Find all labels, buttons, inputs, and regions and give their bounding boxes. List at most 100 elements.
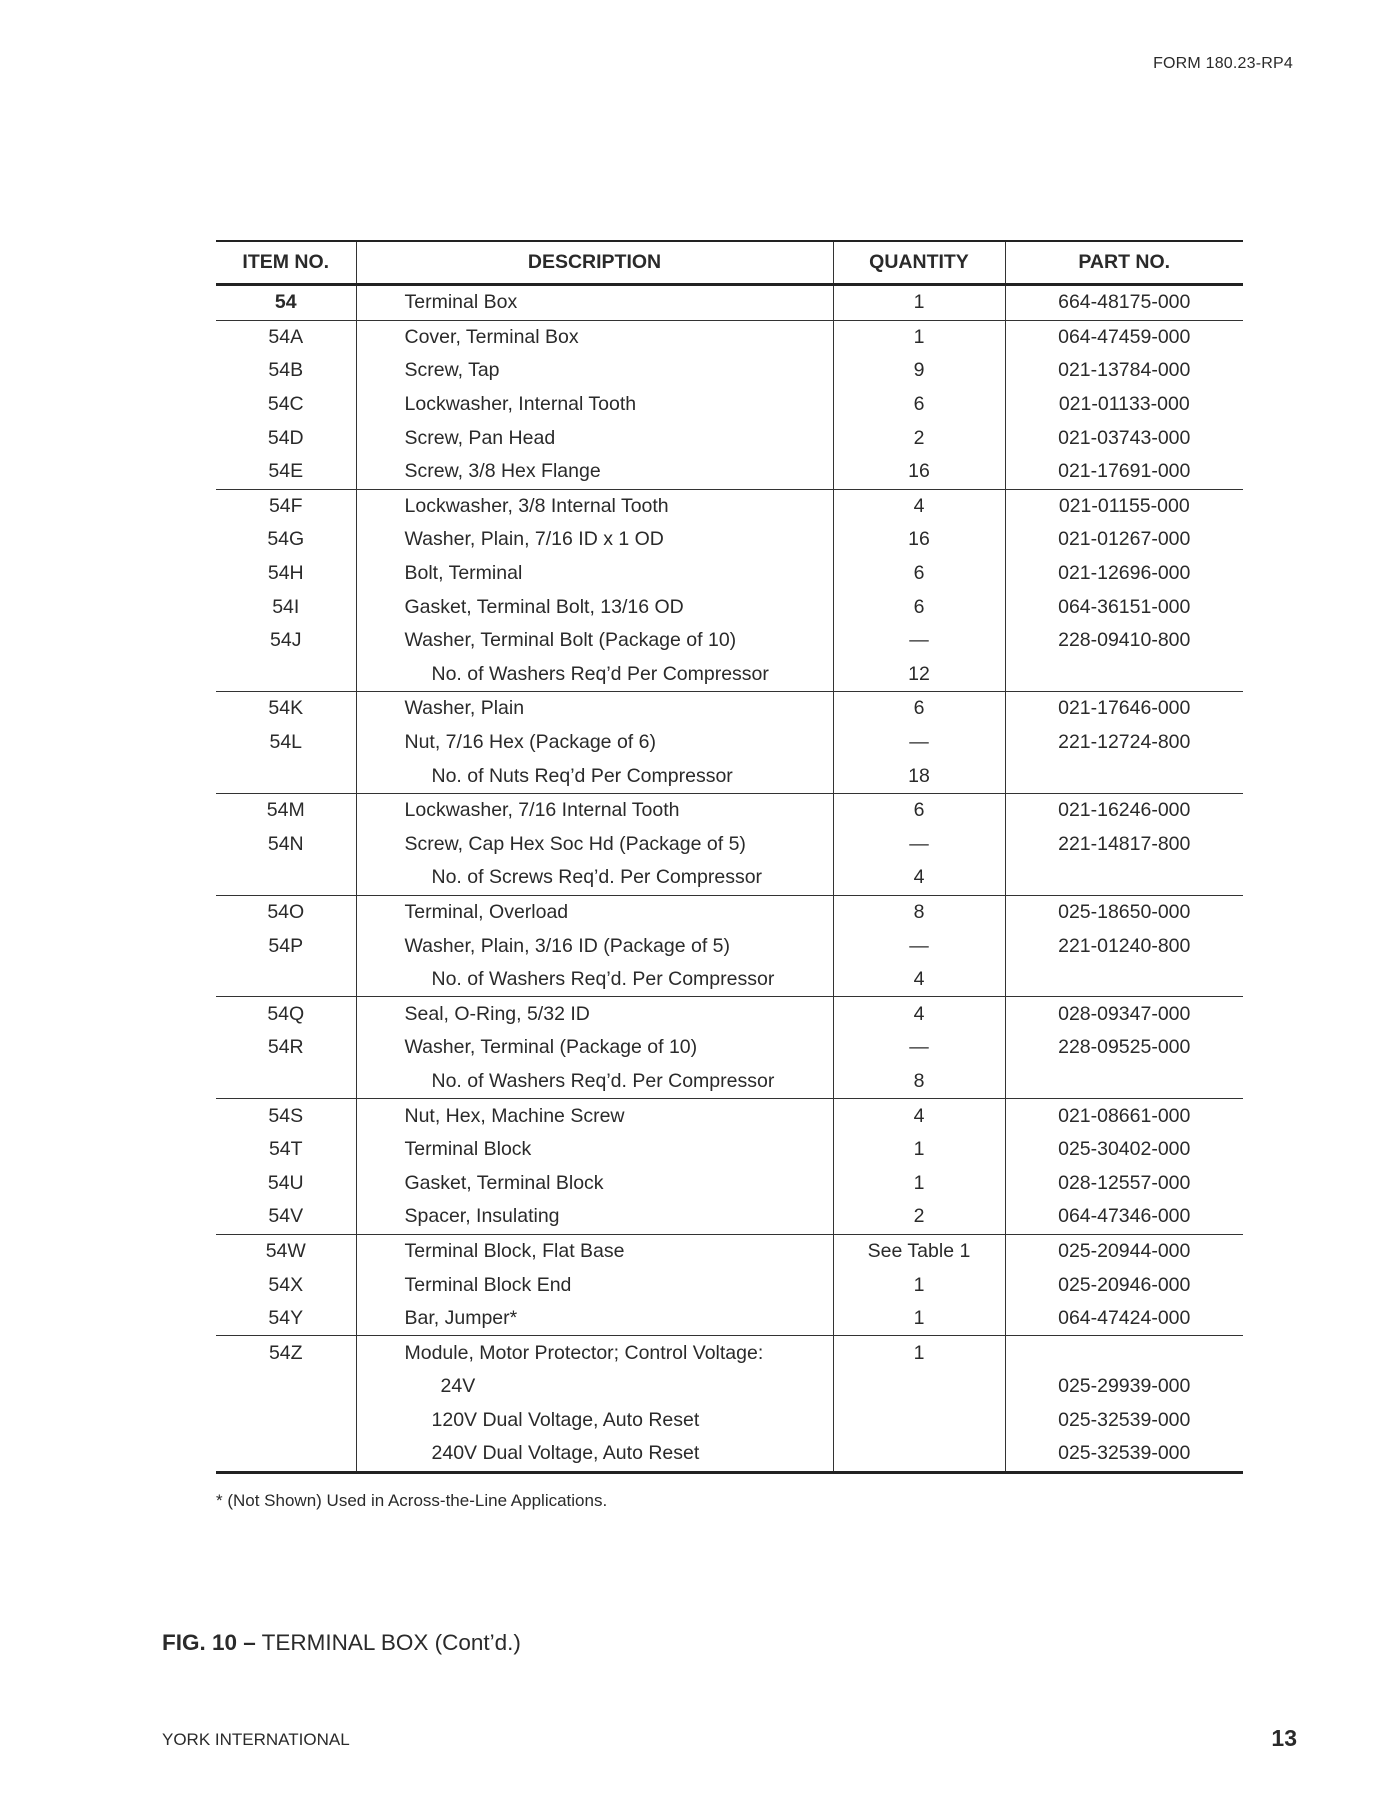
description-cell: No. of Washers Req’d. Per Compressor xyxy=(355,962,833,998)
table-row: 54D Screw, Pan Head 2 021-03743-000 xyxy=(216,421,1243,455)
item-no-cell: 54T xyxy=(268,1138,303,1161)
table-row: No. of Washers Req’d. Per Compressor 8 xyxy=(216,1064,1243,1100)
quantity-cell xyxy=(832,1437,1005,1474)
quantity-cell: 1 xyxy=(832,284,1005,321)
part-no-cell: 664-48175-000 xyxy=(1004,284,1243,321)
table-row: 54Z Module, Motor Protector; Control Volt… xyxy=(216,1335,1243,1370)
item-no-cell: 54A xyxy=(268,325,304,348)
quantity-cell: 9 xyxy=(832,354,1005,388)
item-no-cell xyxy=(216,962,356,998)
item-no-cell: 54W xyxy=(265,1239,306,1262)
table-row: 54O Terminal, Overload 8 025-18650-000 xyxy=(216,895,1243,930)
item-no-cell: 54Q xyxy=(267,1002,305,1025)
quantity-cell: 8 xyxy=(832,895,1005,930)
footer-company: YORK INTERNATIONAL xyxy=(162,1730,350,1749)
table-row: 54T Terminal Block 1 025-30402-000 xyxy=(216,1132,1243,1167)
figure-label: FIG. 10 – xyxy=(162,1630,256,1655)
item-no-cell: 54P xyxy=(268,934,304,957)
description-cell: No. of Washers Req’d. Per Compressor xyxy=(355,1064,833,1100)
table-row: 54V Spacer, Insulating 2 064-47346-000 xyxy=(216,1200,1243,1235)
part-no-cell: 028-12557-000 xyxy=(1004,1166,1243,1201)
item-no-cell: 54J xyxy=(270,629,302,652)
table-row: No. of Nuts Req’d Per Compressor 18 xyxy=(216,759,1243,794)
item-no-cell: 54B xyxy=(268,359,304,382)
part-no-cell: 025-32539-000 xyxy=(1004,1437,1243,1474)
quantity-cell: 16 xyxy=(832,454,1005,490)
table-row: 54L Nut, 7/16 Hex (Package of 6) —221-1272… xyxy=(216,725,1243,760)
quantity-cell: — xyxy=(832,1031,1005,1065)
column-header-item-no: ITEM NO. xyxy=(216,240,356,286)
quantity-cell: 1 xyxy=(832,1166,1005,1201)
table-row: 54Q Seal, O-Ring, 5/32 ID 4 028-09347-000 xyxy=(216,996,1243,1032)
table-row: No. of Washers Req’d. Per Compressor 4 xyxy=(216,962,1243,998)
table-row: 120V Dual Voltage, Auto Reset 025-32539-0… xyxy=(216,1403,1243,1438)
table-body: 54 Terminal Box 1 664-48175-000 54A Cover, Te… xyxy=(216,284,1243,1474)
part-no-cell xyxy=(1004,1064,1243,1100)
table-header-row: ITEM NO. DESCRIPTION QUANTITY PART NO. xyxy=(216,240,1243,286)
figure-caption: FIG. 10 – TERMINAL BOX (Cont’d.) xyxy=(162,1630,521,1656)
description-cell: Terminal, Overload xyxy=(355,895,833,930)
description-cell: Washer, Terminal (Package of 10) xyxy=(355,1031,833,1065)
item-no-cell: 54M xyxy=(266,799,305,822)
table-row: No. of Screws Req’d. Per Compressor 4 xyxy=(216,861,1243,896)
part-no-cell: 064-36151-000 xyxy=(1004,590,1243,624)
table-row: 54K Washer, Plain 6 021-17646-000 xyxy=(216,691,1243,726)
item-no-cell: 54S xyxy=(268,1104,304,1127)
item-no-cell xyxy=(216,1370,356,1404)
part-no-cell: 025-32539-000 xyxy=(1004,1403,1243,1438)
item-no-cell: 54Y xyxy=(216,1301,356,1337)
item-no-cell: 54Z xyxy=(268,1341,303,1364)
description-cell: No. of Screws Req’d. Per Compressor xyxy=(355,861,833,896)
table-row: 54R Washer, Terminal (Package of 10) —228-… xyxy=(216,1031,1243,1065)
quantity-cell: 6 xyxy=(832,556,1005,591)
column-header-part-no: PART NO. xyxy=(1004,240,1243,286)
table-row: 54X Terminal Block End 1 025-20946-000 xyxy=(216,1268,1243,1302)
quantity-cell: 6 xyxy=(832,590,1005,624)
part-no-cell: 021-01155-000 xyxy=(1004,489,1243,524)
parts-table: ITEM NO. DESCRIPTION QUANTITY PART NO. 5… xyxy=(216,240,1243,1474)
part-no-cell: 064-47424-000 xyxy=(1004,1301,1243,1337)
table-row: 54S Nut, Hex, Machine Screw 4 021-08661-000 xyxy=(216,1098,1243,1133)
part-no-cell: 025-20944-000 xyxy=(1004,1234,1243,1269)
quantity-cell xyxy=(832,1403,1005,1438)
page-number: 13 xyxy=(1271,1725,1297,1751)
item-no-cell: 54V xyxy=(216,1200,356,1235)
item-no-cell: 54O xyxy=(267,900,305,923)
part-no-cell: 228-09410-800 xyxy=(1004,623,1243,658)
item-no-cell: 54L xyxy=(269,731,303,754)
item-no-cell xyxy=(216,1064,356,1100)
part-no-cell: 025-30402-000 xyxy=(1004,1132,1243,1167)
description-cell: Nut, 7/16 Hex (Package of 6) xyxy=(355,725,833,760)
part-no-cell xyxy=(1004,759,1243,794)
quantity-cell: 2 xyxy=(832,421,1005,455)
description-cell: Washer, Plain xyxy=(355,691,833,726)
part-no-cell xyxy=(1004,657,1243,693)
description-cell: Washer, Terminal Bolt (Package of 10) xyxy=(355,623,833,658)
figure-title: TERMINAL BOX (Cont’d.) xyxy=(255,1630,521,1655)
quantity-cell: 8 xyxy=(832,1064,1005,1100)
quantity-cell: 4 xyxy=(832,489,1005,524)
table-row: 54 Terminal Box 1 664-48175-000 xyxy=(216,284,1243,321)
description-cell: Bolt, Terminal xyxy=(355,556,833,591)
quantity-cell: — xyxy=(832,725,1005,760)
description-cell: Bar, Jumper* xyxy=(355,1301,833,1337)
table-row: 24V 025-29939-000 xyxy=(216,1370,1243,1404)
description-cell: 120V Dual Voltage, Auto Reset xyxy=(355,1403,833,1438)
quantity-cell: 4 xyxy=(832,962,1005,998)
description-cell: Screw, Cap Hex Soc Hd (Package of 5) xyxy=(355,827,833,862)
part-no-cell: 025-29939-000 xyxy=(1004,1370,1243,1404)
description-cell: Nut, Hex, Machine Screw xyxy=(355,1098,833,1133)
table-row: 54P Washer, Plain, 3/16 ID (Package of 5)… xyxy=(216,929,1243,963)
item-no-cell: 54N xyxy=(267,832,304,855)
quantity-cell: See Table 1 xyxy=(832,1234,1005,1269)
table-row: No. of Washers Req’d Per Compressor 12 xyxy=(216,657,1243,693)
table-row: 54G Washer, Plain, 7/16 ID x 1 OD 16 021-01… xyxy=(216,523,1243,557)
column-header-description: DESCRIPTION xyxy=(355,240,833,286)
table-row: 54M Lockwasher, 7/16 Internal Tooth 6 021-1… xyxy=(216,793,1243,828)
part-no-cell: 021-03743-000 xyxy=(1004,421,1243,455)
description-cell: Screw, 3/8 Hex Flange xyxy=(355,454,833,490)
quantity-cell: — xyxy=(832,827,1005,862)
quantity-cell: 1 xyxy=(832,1132,1005,1167)
part-no-cell: 064-47459-000 xyxy=(1004,320,1243,355)
